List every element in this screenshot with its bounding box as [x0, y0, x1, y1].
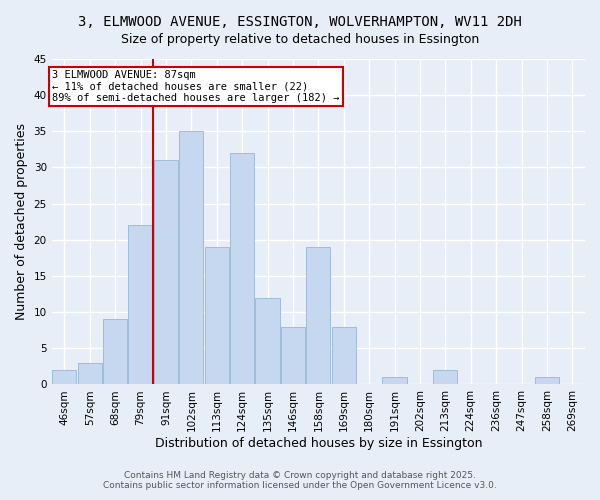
Bar: [332, 326, 356, 384]
Bar: [205, 247, 229, 384]
Bar: [382, 377, 407, 384]
Bar: [179, 132, 203, 384]
Bar: [230, 153, 254, 384]
Bar: [535, 377, 559, 384]
Text: Contains HM Land Registry data © Crown copyright and database right 2025.
Contai: Contains HM Land Registry data © Crown c…: [103, 470, 497, 490]
Bar: [256, 298, 280, 384]
Bar: [306, 247, 331, 384]
Text: 3, ELMWOOD AVENUE, ESSINGTON, WOLVERHAMPTON, WV11 2DH: 3, ELMWOOD AVENUE, ESSINGTON, WOLVERHAMP…: [78, 15, 522, 29]
Y-axis label: Number of detached properties: Number of detached properties: [15, 123, 28, 320]
Bar: [154, 160, 178, 384]
Text: Size of property relative to detached houses in Essington: Size of property relative to detached ho…: [121, 32, 479, 46]
Bar: [52, 370, 76, 384]
Bar: [128, 226, 152, 384]
Text: 3 ELMWOOD AVENUE: 87sqm
← 11% of detached houses are smaller (22)
89% of semi-de: 3 ELMWOOD AVENUE: 87sqm ← 11% of detache…: [52, 70, 340, 103]
Bar: [103, 320, 127, 384]
Bar: [433, 370, 457, 384]
Bar: [77, 363, 102, 384]
X-axis label: Distribution of detached houses by size in Essington: Distribution of detached houses by size …: [155, 437, 482, 450]
Bar: [281, 326, 305, 384]
